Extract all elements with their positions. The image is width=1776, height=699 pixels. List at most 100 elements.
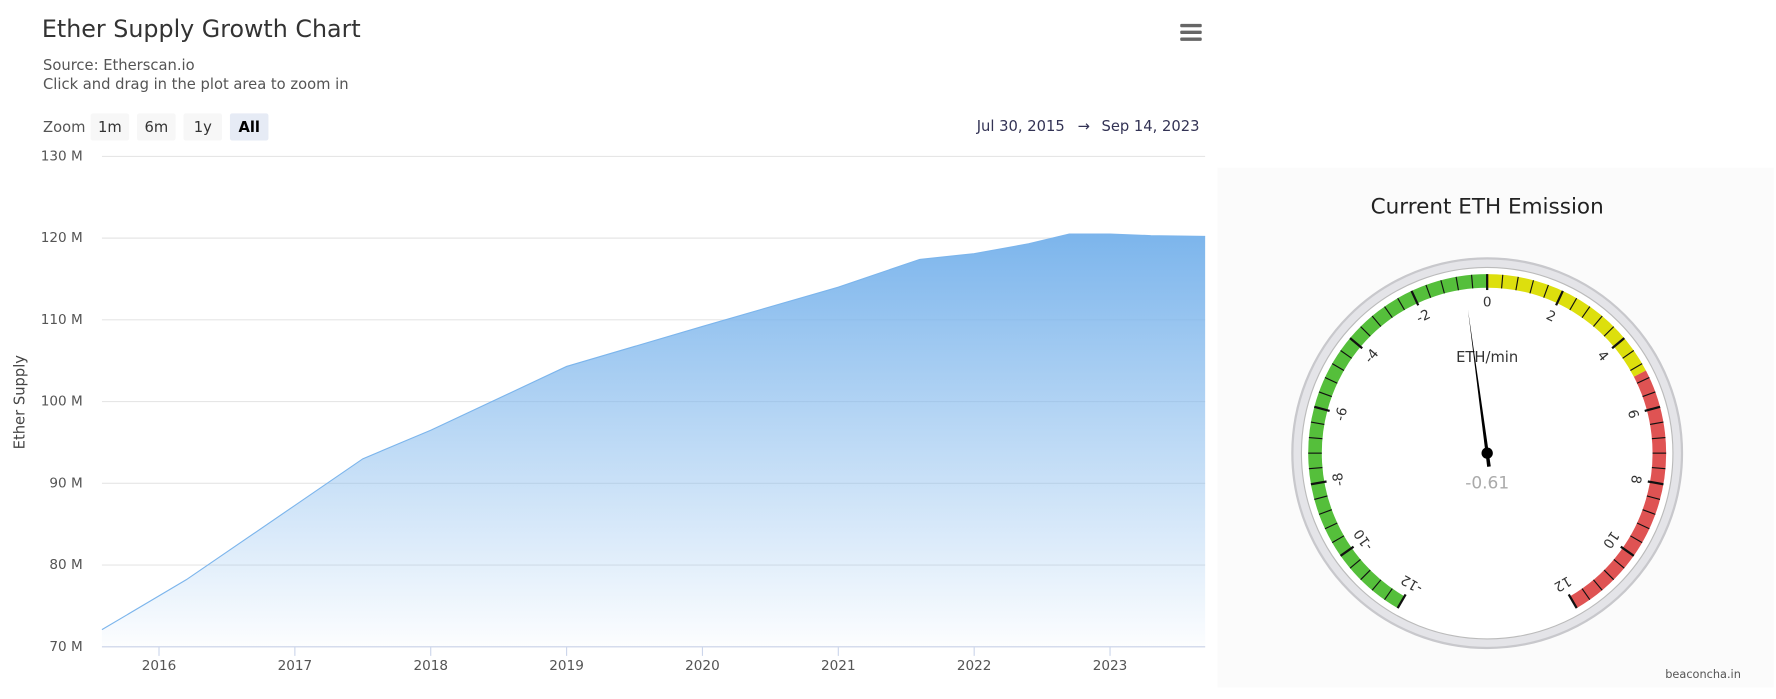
x-tick-label: 2016	[142, 658, 177, 674]
gauge-band	[1487, 274, 1646, 377]
y-tick-label: 70 M	[49, 639, 82, 655]
gauge-minor-tick	[1314, 495, 1328, 501]
gauge-tick-label: -2	[1414, 306, 1433, 326]
gauge-minor-tick	[1308, 436, 1323, 440]
gauge-minor-tick	[1646, 495, 1661, 501]
gauge-minor-tick	[1360, 326, 1371, 337]
y-tick-label: 130 M	[41, 148, 83, 164]
gauge-tick	[1349, 337, 1363, 350]
y-tick-label: 90 M	[49, 475, 82, 491]
zoom-button[interactable]	[229, 113, 269, 141]
y-axis-title: Ether Supply	[11, 355, 28, 450]
chart-title: Ether Supply Growth Chart	[42, 15, 361, 43]
gauge-minor-tick	[1340, 350, 1353, 359]
x-tick-label: 2018	[413, 658, 448, 674]
zoom-button[interactable]	[137, 113, 176, 141]
gauge-minor-tick	[1630, 363, 1643, 371]
gauge-minor-tick	[1529, 280, 1535, 294]
gauge-tick	[1567, 593, 1578, 609]
gauge-minor-tick	[1630, 535, 1643, 544]
gauge-minor-tick	[1318, 509, 1332, 515]
gauge-minor-tick	[1593, 579, 1603, 591]
gauge-minor-tick	[1651, 436, 1666, 440]
zoom-button-label: 6m	[144, 119, 168, 136]
gauge-minor-tick	[1324, 376, 1338, 384]
gauge-minor-tick	[1543, 284, 1549, 298]
gauge-tick	[1647, 480, 1664, 486]
gauge-minor-tick	[1636, 376, 1650, 384]
gauge-minor-tick	[1331, 363, 1345, 371]
gauge-needle	[1467, 309, 1491, 467]
gauge-tick	[1410, 290, 1420, 306]
x-tick-label: 2022	[957, 658, 992, 674]
gauge-minor-tick	[1581, 306, 1591, 319]
range-to[interactable]: Sep 14, 2023	[1102, 118, 1200, 135]
gauge-title: Current ETH Emission	[1371, 194, 1604, 219]
menu-button[interactable]	[1180, 23, 1202, 41]
zoom-button-label: 1m	[98, 119, 122, 136]
gauge-tick	[1644, 405, 1661, 413]
gauge-tick-label: -8	[1330, 471, 1348, 487]
gauge-minor-tick	[1397, 297, 1405, 311]
gauge-tick	[1396, 593, 1407, 609]
gauge-tick	[1314, 405, 1330, 413]
y-tick-label: 120 M	[41, 230, 83, 246]
range-separator: →	[1078, 118, 1090, 135]
gauge-pivot	[1481, 447, 1493, 459]
gauge-minor-tick	[1384, 588, 1393, 601]
zoom-button-label: 1y	[194, 119, 212, 136]
gauge-minor-tick	[1349, 558, 1361, 569]
x-tick-label: 2023	[1093, 658, 1128, 674]
zoom-button[interactable]	[90, 113, 130, 141]
zoom-button[interactable]	[183, 113, 222, 141]
gauge-minor-tick	[1569, 297, 1578, 311]
area-line	[101, 233, 1206, 631]
gauge-minor-tick	[1636, 522, 1650, 530]
gauge-value-label: -0.61	[1465, 474, 1509, 494]
y-tick-label: 80 M	[49, 557, 82, 573]
gauge-tick-label: 12	[1551, 572, 1574, 594]
x-tick-label: 2020	[685, 658, 720, 674]
gauge-minor-tick	[1603, 569, 1615, 581]
subtitle: Click and drag in the plot area to zoom …	[43, 76, 349, 93]
x-tick-label: 2021	[821, 658, 856, 674]
gauge-minor-tick	[1384, 306, 1393, 319]
gauge-minor-tick	[1440, 280, 1445, 294]
gauge-minor-tick	[1371, 579, 1382, 591]
gauge-minor-tick	[1471, 274, 1474, 289]
gauge-tick	[1310, 480, 1327, 486]
zoom-button-label: All	[238, 119, 259, 136]
gauge-tick-label: 0	[1483, 294, 1492, 310]
gauge-minor-tick	[1613, 558, 1625, 569]
gauge-minor-tick	[1651, 466, 1666, 470]
gauge-minor-tick	[1642, 391, 1656, 398]
gauge-minor-tick	[1622, 350, 1635, 359]
zoom-label: Zoom	[43, 119, 85, 136]
gauge-minor-tick	[1425, 284, 1432, 298]
gauge-unit: ETH/min	[1456, 349, 1518, 366]
gauge-minor-tick	[1318, 391, 1332, 398]
x-tick-label: 2017	[278, 658, 313, 674]
subtitle: Source: Etherscan.io	[43, 57, 195, 74]
gauge-minor-tick	[1593, 315, 1603, 327]
gauge-tick	[1611, 337, 1625, 350]
gauge-minor-tick	[1310, 421, 1325, 425]
gauge-minor-tick	[1603, 326, 1615, 337]
gauge-minor-tick	[1455, 276, 1460, 291]
gauge-minor-tick	[1501, 274, 1504, 289]
gauge-tick	[1555, 290, 1564, 306]
area	[101, 234, 1206, 647]
gauge-minor-tick	[1371, 315, 1382, 327]
gauge-tick-label: 8	[1627, 474, 1644, 485]
range-from[interactable]: Jul 30, 2015	[976, 118, 1065, 135]
gauge-tick	[1620, 545, 1635, 557]
credits: beaconcha.in	[1665, 667, 1741, 681]
gauge-tick	[1339, 545, 1355, 557]
gauge-tick-label: -6	[1332, 406, 1351, 423]
gauge-minor-tick	[1642, 509, 1656, 515]
gauge-minor-tick	[1331, 535, 1345, 544]
gauge-minor-tick	[1360, 569, 1371, 581]
gauge-minor-tick	[1515, 276, 1519, 291]
gauge-minor-tick	[1308, 466, 1323, 470]
